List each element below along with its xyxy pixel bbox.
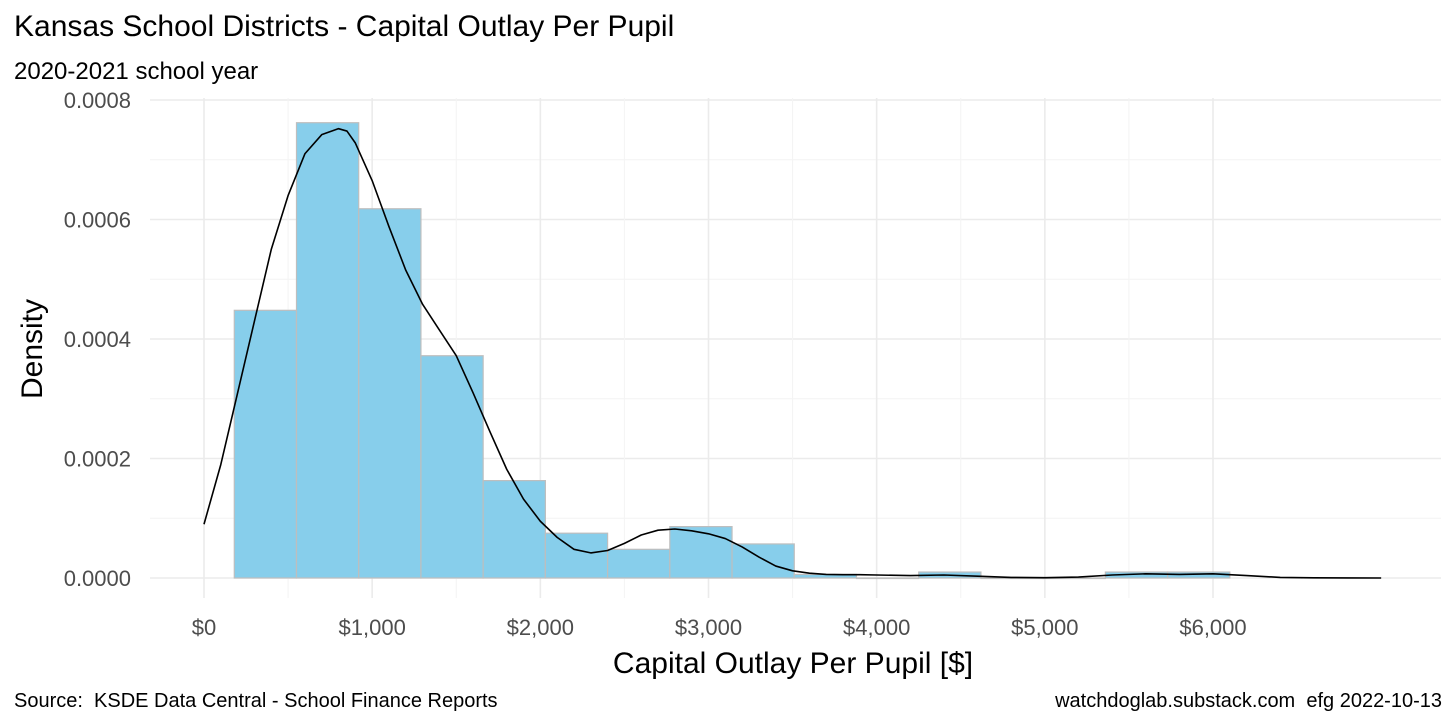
x-tick-label: $0 [192, 615, 216, 640]
histogram-bar [606, 548, 671, 579]
y-tick-label: 0.0004 [64, 327, 131, 352]
x-axis-ticks: $0 $1,000 $2,000 $3,000 $4,000 $5,000 $6,000 [192, 615, 1247, 640]
y-axis-label: Density [16, 299, 49, 399]
histogram-bar [482, 480, 546, 579]
density-curve-layer [203, 127, 1382, 579]
x-tick-label: $6,000 [1179, 615, 1246, 640]
credit-caption: watchdoglab.substack.com efg 2022-10-13 [1055, 690, 1442, 712]
x-tick-label: $2,000 [507, 615, 574, 640]
histogram-bar [669, 526, 733, 579]
source-caption: Source: KSDE Data Central - School Finan… [14, 690, 498, 712]
histogram-bar [358, 208, 422, 579]
x-tick-label: $5,000 [1011, 615, 1078, 640]
histogram-bar [233, 309, 298, 579]
y-tick-label: 0.0000 [64, 566, 131, 591]
x-axis-label: Capital Outlay Per Pupil [$] [613, 647, 973, 680]
chart-subtitle: 2020-2021 school year [14, 58, 259, 85]
y-axis-ticks: 0.0000 0.0002 0.0004 0.0006 0.0008 [64, 88, 131, 591]
histogram-bar [855, 577, 920, 580]
chart-title: Kansas School Districts - Capital Outlay… [14, 10, 675, 43]
x-tick-label: $1,000 [339, 615, 406, 640]
x-tick-label: $3,000 [675, 615, 742, 640]
x-tick-label: $4,000 [843, 615, 910, 640]
density-curve [203, 127, 1382, 579]
histogram-bar [295, 122, 360, 579]
histogram-bar [544, 532, 609, 579]
histogram-bar [731, 543, 795, 579]
histogram-bar [420, 355, 484, 579]
histogram-bars [233, 122, 1231, 580]
y-tick-label: 0.0006 [64, 208, 131, 233]
y-tick-label: 0.0008 [64, 88, 131, 113]
y-tick-label: 0.0002 [64, 447, 131, 472]
